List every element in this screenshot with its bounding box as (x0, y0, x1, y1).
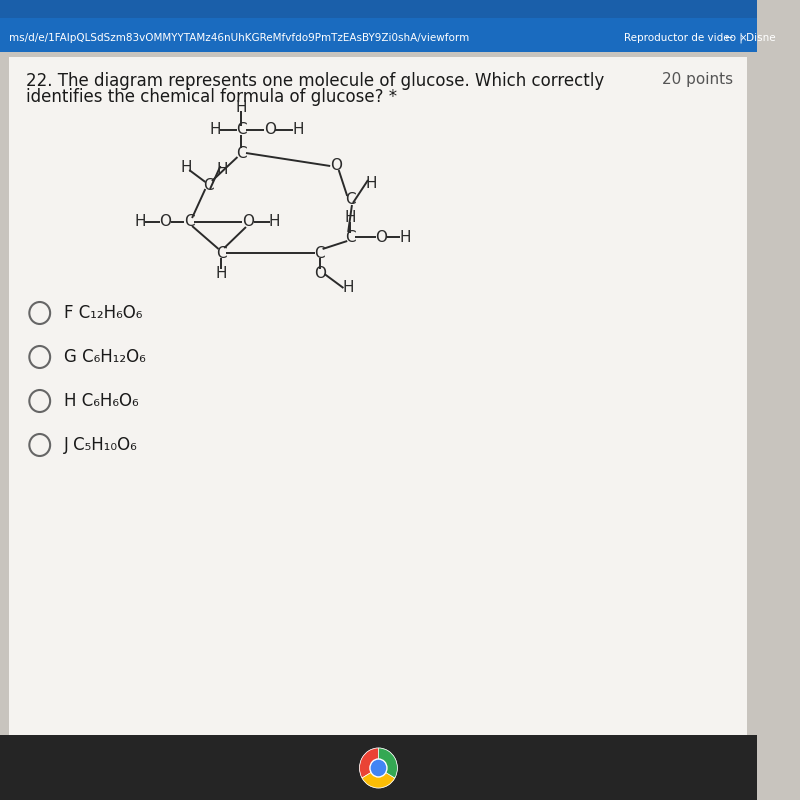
FancyBboxPatch shape (10, 57, 747, 735)
Wedge shape (378, 748, 398, 778)
Text: H: H (181, 159, 192, 174)
Text: H: H (210, 122, 222, 138)
FancyBboxPatch shape (0, 0, 757, 18)
Circle shape (359, 748, 398, 788)
Text: H: H (344, 210, 356, 226)
Text: F C₁₂H₆O₆: F C₁₂H₆O₆ (64, 304, 142, 322)
FancyBboxPatch shape (0, 18, 757, 52)
Text: C: C (345, 230, 355, 245)
Text: C: C (236, 122, 246, 138)
Text: Reproductor de video | Disne: Reproductor de video | Disne (625, 33, 776, 43)
Text: 22. The diagram represents one molecule of glucose. Which correctly: 22. The diagram represents one molecule … (26, 72, 605, 90)
Text: J C₅H₁₀O₆: J C₅H₁₀O₆ (64, 436, 138, 454)
Text: H: H (134, 214, 146, 230)
Circle shape (370, 759, 387, 777)
Text: ←  ×: ← × (725, 33, 747, 43)
Text: H: H (216, 266, 227, 282)
Text: H: H (365, 175, 377, 190)
Text: H: H (235, 99, 247, 114)
Wedge shape (359, 748, 378, 778)
Text: O: O (264, 122, 276, 138)
Text: H: H (269, 214, 280, 230)
Text: C: C (314, 246, 325, 261)
Text: H: H (217, 162, 228, 178)
Text: O: O (330, 158, 342, 174)
Text: H: H (399, 230, 410, 245)
Text: C: C (236, 146, 246, 161)
Text: identifies the chemical formula of glucose? *: identifies the chemical formula of gluco… (26, 88, 398, 106)
Text: C: C (345, 193, 355, 207)
Text: O: O (375, 230, 387, 245)
Text: C: C (216, 246, 226, 261)
Text: H C₆H₆O₆: H C₆H₆O₆ (64, 392, 139, 410)
Text: ms/d/e/1FAlpQLSdSzm83vOMMYYTAMz46nUhKGReMfvfdo9PmTzEAsBY9Zi0shA/viewform: ms/d/e/1FAlpQLSdSzm83vOMMYYTAMz46nUhKGRe… (10, 33, 470, 43)
Text: O: O (159, 214, 171, 230)
Text: H: H (342, 281, 354, 295)
Text: G C₆H₁₂O₆: G C₆H₁₂O₆ (64, 348, 146, 366)
Text: H: H (292, 122, 304, 138)
Wedge shape (362, 768, 395, 788)
Text: O: O (314, 266, 326, 282)
FancyBboxPatch shape (0, 735, 757, 800)
Text: 20 points: 20 points (662, 72, 734, 87)
Text: O: O (242, 214, 254, 230)
Text: C: C (184, 214, 194, 230)
Text: C: C (203, 178, 214, 193)
